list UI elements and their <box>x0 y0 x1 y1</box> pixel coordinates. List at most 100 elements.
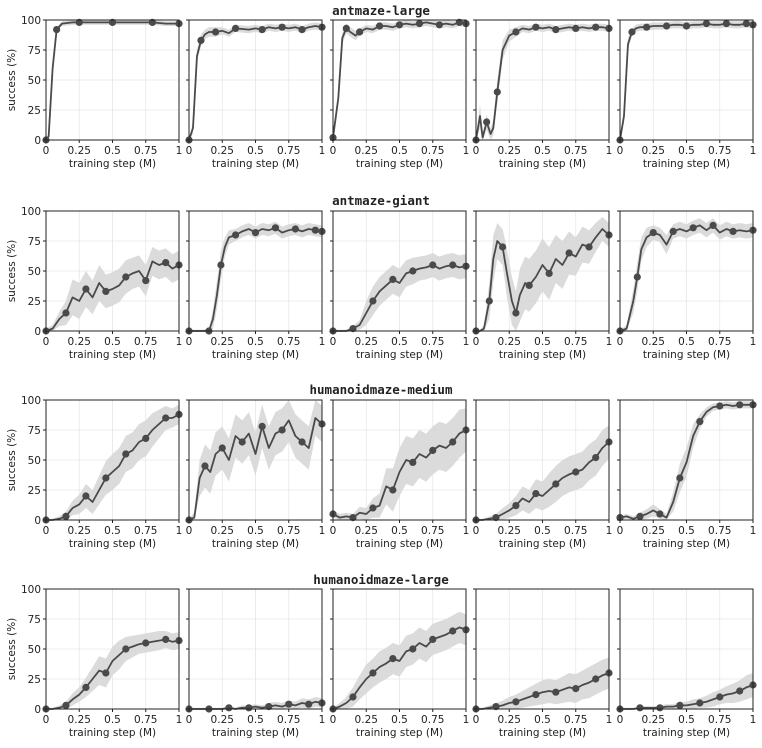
confidence-band <box>333 408 466 520</box>
x-tick-label: 0.5 <box>534 145 551 157</box>
data-point <box>736 687 744 695</box>
y-tick-label: 75 <box>28 425 41 437</box>
x-tick-label: 0.5 <box>391 145 408 157</box>
confidence-band <box>189 221 322 331</box>
y-tick-label: 25 <box>28 296 41 308</box>
data-point <box>492 703 500 711</box>
data-point <box>75 18 83 26</box>
data-point <box>633 273 641 281</box>
x-tick-label: 0.5 <box>678 145 695 157</box>
data-point <box>449 261 457 269</box>
data-point <box>225 704 233 712</box>
x-tick-label: 1 <box>176 145 183 157</box>
x-tick-label: 1 <box>176 525 183 537</box>
subplot-r2-c4: 0 0.25 0.5 0.75 1 training step (M) <box>616 399 757 550</box>
subplot-r2-c1: 0 0.25 0.5 0.75 1 training step (M) <box>185 399 326 550</box>
x-tick-label: 0.5 <box>104 336 121 348</box>
data-point <box>62 309 70 317</box>
confidence-band <box>46 631 179 709</box>
x-tick-label: 0 <box>330 145 337 157</box>
x-tick-label: 0.25 <box>68 714 91 726</box>
subplot-r3-c0: 0 0.25 0.5 0.75 1 training step (M) 0 25 50 75 100… <box>6 584 183 739</box>
x-axis-label: training step (M) <box>356 158 443 170</box>
data-point <box>142 434 150 442</box>
data-point <box>285 700 293 708</box>
x-tick-label: 0.5 <box>247 145 264 157</box>
row-title-2: humanoidmaze-medium <box>310 382 453 397</box>
x-tick-label: 0 <box>473 336 480 348</box>
data-point <box>592 23 600 31</box>
x-tick-label: 1 <box>606 336 613 348</box>
x-tick-label: 0 <box>186 714 193 726</box>
data-point <box>483 118 491 126</box>
data-point <box>449 627 457 635</box>
data-point <box>592 454 600 462</box>
y-tick-label: 75 <box>28 614 41 626</box>
data-point <box>122 645 130 653</box>
data-point <box>572 468 580 476</box>
series-line <box>188 417 323 521</box>
data-point <box>162 414 170 422</box>
subplot-r3-c4: 0 0.25 0.5 0.75 1 training step (M) <box>616 588 757 739</box>
x-axis-label: training step (M) <box>643 538 730 550</box>
data-point <box>415 20 424 28</box>
x-tick-label: 1 <box>750 336 757 348</box>
x-tick-label: 1 <box>606 714 613 726</box>
data-point <box>736 401 744 409</box>
data-point <box>305 700 313 708</box>
x-tick-label: 0.25 <box>498 145 521 157</box>
x-tick-label: 0 <box>186 525 193 537</box>
x-tick-label: 1 <box>463 336 470 348</box>
y-tick-label: 75 <box>28 45 41 57</box>
data-point <box>349 325 357 333</box>
data-point <box>82 492 90 500</box>
data-point <box>271 224 280 232</box>
data-point <box>545 269 553 277</box>
data-point <box>142 277 150 285</box>
data-point <box>455 18 463 26</box>
confidence-band <box>333 20 466 140</box>
x-axis-label: training step (M) <box>356 727 443 739</box>
x-tick-label: 0.25 <box>642 336 665 348</box>
subplot-r1-c0: 0 0.25 0.5 0.75 1 training step (M) 0 25 50 75 100… <box>6 206 183 361</box>
x-tick-label: 1 <box>319 145 326 157</box>
data-point <box>512 309 520 317</box>
data-point <box>53 26 61 34</box>
data-point <box>122 273 130 281</box>
x-tick-label: 0.5 <box>247 525 264 537</box>
y-tick-label: 50 <box>28 75 41 87</box>
x-tick-label: 0.5 <box>247 714 264 726</box>
data-point <box>742 20 750 28</box>
data-point <box>218 444 226 452</box>
data-point <box>636 704 644 712</box>
x-tick-label: 0 <box>473 714 480 726</box>
x-axis-label: training step (M) <box>212 538 299 550</box>
x-tick-label: 1 <box>319 336 326 348</box>
x-tick-label: 0.25 <box>211 336 234 348</box>
x-axis-label: training step (M) <box>69 538 156 550</box>
x-tick-label: 0.5 <box>678 336 695 348</box>
row-title-1: antmaze-giant <box>332 193 430 208</box>
data-point <box>238 438 246 446</box>
data-point <box>429 446 437 454</box>
data-point <box>356 28 364 36</box>
x-tick-label: 1 <box>463 714 470 726</box>
data-point <box>499 243 507 251</box>
data-point <box>82 285 90 293</box>
y-tick-label: 75 <box>28 236 41 248</box>
data-point <box>493 88 501 96</box>
data-point <box>643 23 651 31</box>
x-tick-label: 1 <box>463 145 470 157</box>
x-tick-label: 0 <box>473 525 480 537</box>
subplot-r2-c0: 0 0.25 0.5 0.75 1 training step (M) 0 25 50 75 100… <box>6 395 183 550</box>
data-point <box>148 18 156 26</box>
x-tick-label: 0.75 <box>277 336 300 348</box>
data-point <box>512 502 520 510</box>
x-tick-label: 0.75 <box>708 145 731 157</box>
x-tick-label: 0.75 <box>421 336 444 348</box>
data-point <box>375 22 384 30</box>
x-axis-label: training step (M) <box>212 727 299 739</box>
data-point <box>231 231 240 239</box>
data-point <box>102 287 110 295</box>
x-tick-label: 0 <box>330 336 337 348</box>
